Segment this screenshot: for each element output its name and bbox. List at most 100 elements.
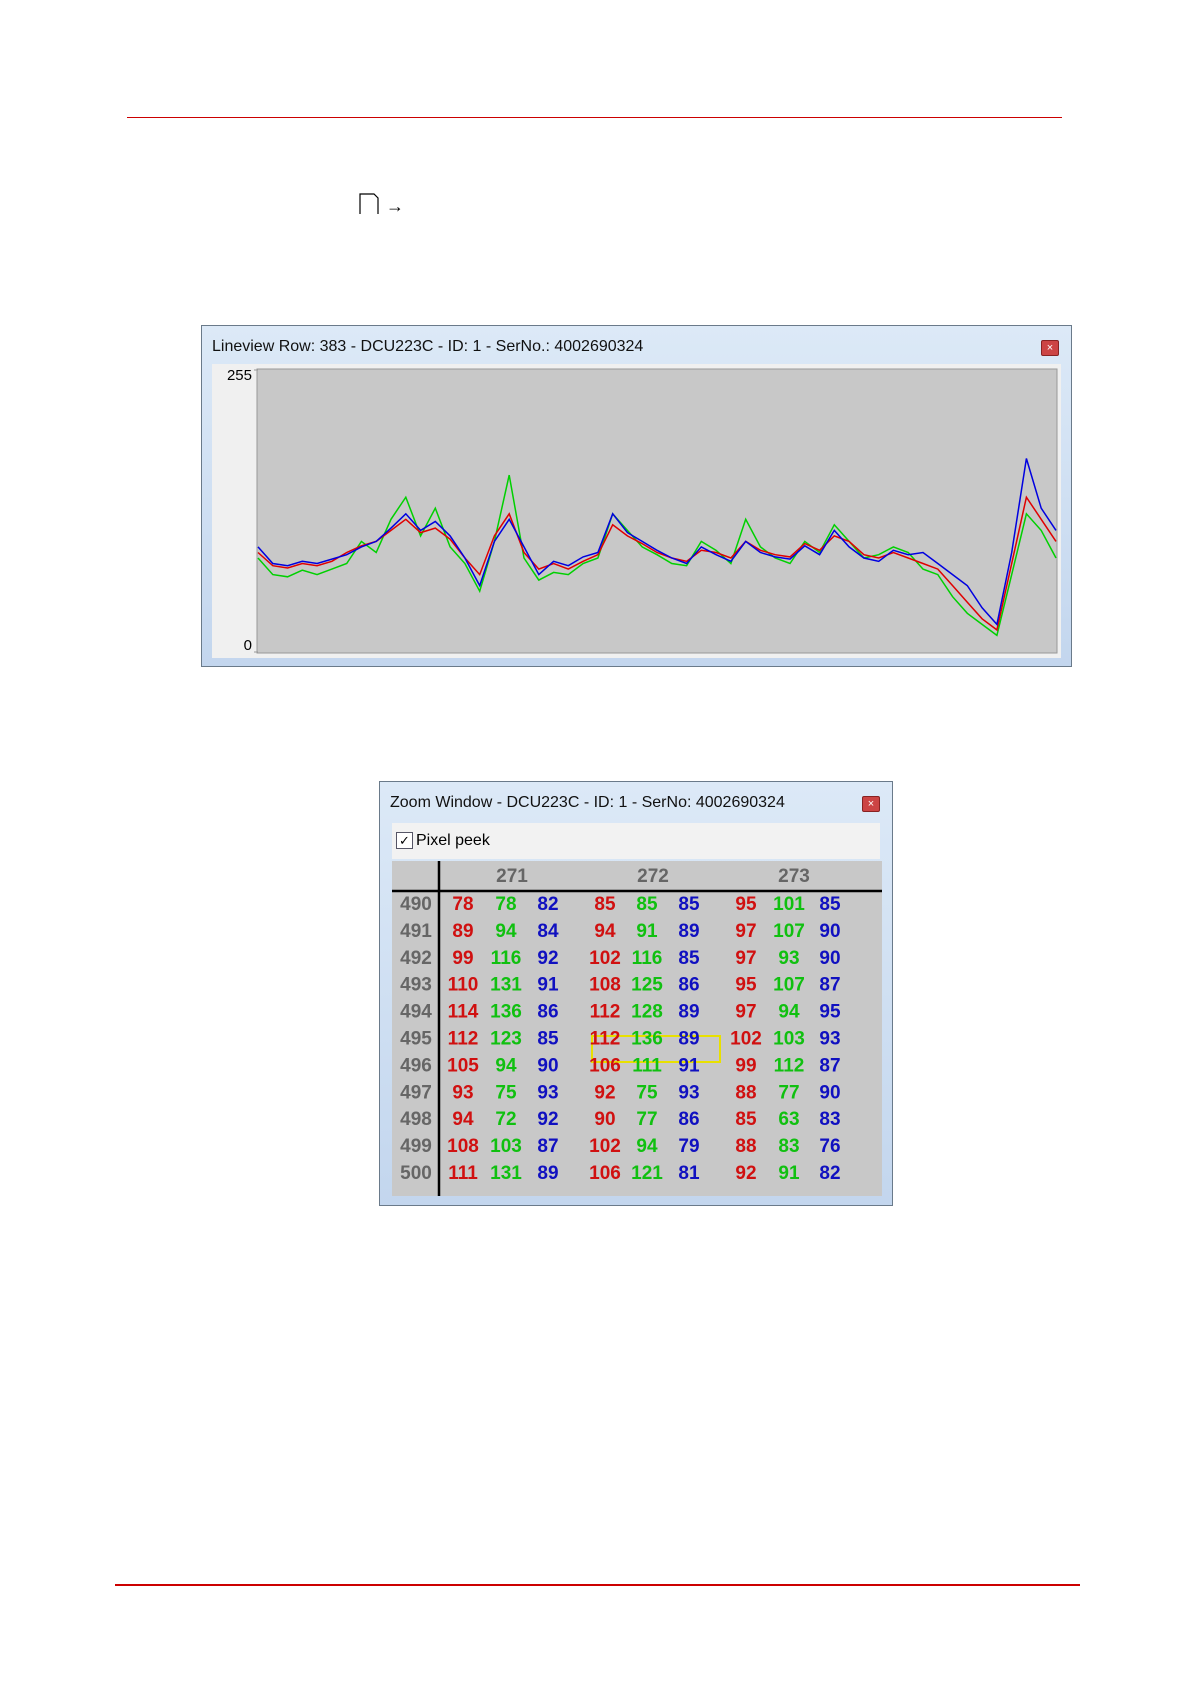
line-series [257, 458, 1057, 627]
column-header: 273 [778, 866, 810, 887]
column-header: 271 [496, 866, 528, 887]
pixel-value: 86 [537, 1002, 558, 1023]
pixel-value: 101 [773, 894, 805, 915]
pixel-value: 123 [490, 1029, 522, 1050]
pixel-value: 85 [678, 948, 700, 969]
pixel-value: 85 [594, 894, 616, 915]
pixel-value: 81 [678, 1163, 700, 1184]
pixel-value: 82 [819, 1163, 840, 1184]
option-panel: ✓ Pixel peek [392, 823, 880, 859]
pixel-value: 97 [735, 1002, 756, 1023]
pixel-value: 75 [636, 1082, 658, 1103]
pixel-value: 92 [537, 948, 558, 969]
column-header: 272 [637, 866, 669, 887]
pixel-value: 106 [589, 1055, 621, 1076]
pixel-value: 91 [636, 921, 658, 942]
menu-icon: → [359, 193, 404, 216]
lineview-plot: 0 255 [212, 364, 1061, 658]
pixel-value: 93 [537, 1082, 558, 1103]
line-series [257, 495, 1057, 632]
pixel-value: 83 [778, 1136, 799, 1157]
pixel-value: 92 [735, 1163, 756, 1184]
pixel-value: 95 [735, 894, 757, 915]
pixel-value: 89 [537, 1163, 558, 1184]
pixel-value: 112 [448, 1029, 479, 1050]
pixel-value: 93 [778, 948, 799, 969]
pixel-value: 112 [774, 1055, 805, 1076]
pixel-value: 91 [778, 1163, 800, 1184]
pixel-value: 112 [590, 1029, 621, 1050]
pixel-value: 110 [448, 975, 479, 996]
close-button[interactable]: × [862, 796, 880, 812]
close-button[interactable]: × [1041, 340, 1059, 356]
y-tick-label: 0 [244, 637, 252, 654]
pixel-value: 131 [490, 975, 522, 996]
pixel-value: 91 [537, 975, 559, 996]
checkbox-label[interactable]: Pixel peek [416, 832, 490, 849]
line-series [257, 474, 1057, 637]
pixel-value: 99 [735, 1055, 756, 1076]
row-header: 493 [400, 975, 432, 996]
pixel-value: 94 [495, 1055, 517, 1076]
pixel-value: 94 [636, 1136, 658, 1157]
pixel-value: 87 [819, 1055, 840, 1076]
row-header: 494 [400, 1002, 432, 1023]
pixel-value: 131 [490, 1163, 522, 1184]
pixel-value: 89 [678, 921, 699, 942]
pixel-value: 94 [594, 921, 616, 942]
header-rule [127, 117, 1062, 118]
pixel-value: 136 [631, 1029, 663, 1050]
pixel-value: 128 [631, 1002, 663, 1023]
footer-rule [115, 1584, 1080, 1586]
pixel-value: 90 [537, 1055, 558, 1076]
pixel-value: 93 [819, 1029, 840, 1050]
checkbox[interactable]: ✓ [396, 832, 413, 849]
pixel-value: 91 [678, 1055, 700, 1076]
pixel-value: 111 [632, 1055, 662, 1076]
pixel-value: 85 [537, 1029, 559, 1050]
pixel-value: 79 [678, 1136, 699, 1157]
row-header: 495 [400, 1029, 432, 1050]
pixel-value: 78 [495, 894, 516, 915]
pixel-value: 114 [448, 1002, 479, 1023]
pixel-value: 121 [631, 1163, 663, 1184]
pixel-value: 97 [735, 948, 756, 969]
y-tick-label: 255 [227, 367, 252, 384]
pixel-value: 102 [730, 1029, 762, 1050]
pixel-value: 125 [631, 975, 663, 996]
pixel-value: 90 [819, 921, 840, 942]
pixel-value: 89 [678, 1002, 699, 1023]
pixel-value: 94 [778, 1002, 800, 1023]
pixel-value: 90 [819, 1082, 840, 1103]
lineview-window: Lineview Row: 383 - DCU223C - ID: 1 - Se… [201, 325, 1072, 667]
pixel-value: 92 [594, 1082, 615, 1103]
pixel-value: 97 [735, 921, 756, 942]
window-title: Lineview Row: 383 - DCU223C - ID: 1 - Se… [212, 338, 644, 355]
pixel-value: 84 [537, 921, 559, 942]
pixel-value: 75 [495, 1082, 517, 1103]
pixel-value: 94 [452, 1109, 474, 1130]
pixel-value: 95 [735, 975, 757, 996]
pixel-value: 116 [632, 948, 663, 969]
pixel-value: 85 [819, 894, 841, 915]
pixel-value: 77 [636, 1109, 657, 1130]
pixel-value: 111 [448, 1163, 478, 1184]
pixel-value: 76 [819, 1136, 840, 1157]
pixel-table: 271 272 273 490 78 78 82 85 85 85 95 101 85 491 89 94 84… [392, 861, 882, 1196]
pixel-value: 108 [447, 1136, 479, 1157]
pixel-value: 82 [537, 894, 558, 915]
pixel-value: 86 [678, 975, 699, 996]
pixel-value: 89 [678, 1029, 699, 1050]
pixel-value: 106 [589, 1163, 621, 1184]
pixel-value: 102 [589, 1136, 621, 1157]
window-title: Zoom Window - DCU223C - ID: 1 - SerNo: 4… [390, 794, 785, 811]
pixel-value: 102 [589, 948, 621, 969]
pixel-value: 99 [452, 948, 473, 969]
row-header: 492 [400, 948, 432, 969]
pixel-value: 78 [452, 894, 473, 915]
pixel-value: 93 [678, 1082, 699, 1103]
pixel-value: 107 [773, 921, 805, 942]
row-header: 491 [400, 921, 432, 942]
row-header: 499 [400, 1136, 432, 1157]
zoom-window: Zoom Window - DCU223C - ID: 1 - SerNo: 4… [379, 781, 893, 1206]
